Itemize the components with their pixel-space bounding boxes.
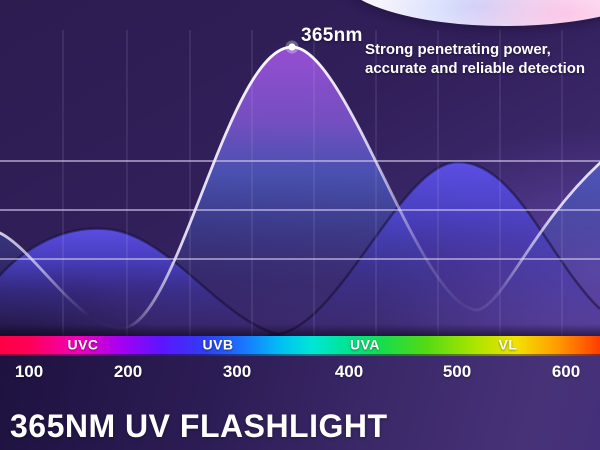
band-label-uvb: UVB	[202, 336, 234, 353]
page-title: 365NM UV FLASHLIGHT	[10, 408, 388, 444]
peak-marker	[285, 40, 299, 54]
blue-dome-left	[0, 228, 288, 336]
blue-dome-right	[268, 162, 600, 336]
peak-wavelength-label: 365nm	[301, 25, 363, 46]
footer-band: 100 200 300 400 500 600 365NM UV FLASHLI…	[0, 356, 600, 450]
spectrum-bar: UVC UVB UVA VL	[0, 336, 600, 356]
plot-svg	[0, 30, 600, 336]
description-line-2: accurate and reliable detection	[365, 60, 586, 77]
band-label-uva: UVA	[349, 336, 381, 353]
uv-peak-area	[0, 47, 600, 336]
wavelength-tick-300: 300	[222, 362, 252, 381]
description-line-1: Strong penetrating power,	[365, 41, 551, 58]
horizontal-gridlines	[0, 160, 600, 260]
wavelength-tick-100: 100	[14, 362, 44, 381]
wavelength-tick-400: 400	[334, 362, 364, 381]
wavelength-tick-500: 500	[442, 362, 472, 381]
spectrum-chart: 365nm Strong penetrating power, accurate…	[0, 0, 600, 336]
description-text: Strong penetrating power, accurate and r…	[365, 40, 595, 78]
vertical-gridlines	[62, 30, 563, 336]
band-label-vl: VL	[498, 336, 518, 353]
blue-dome-right-outline	[267, 160, 600, 336]
wavelength-tick-200: 200	[113, 362, 143, 381]
band-label-uvc: UVC	[67, 336, 99, 353]
wavelength-tick-600: 600	[551, 362, 581, 381]
